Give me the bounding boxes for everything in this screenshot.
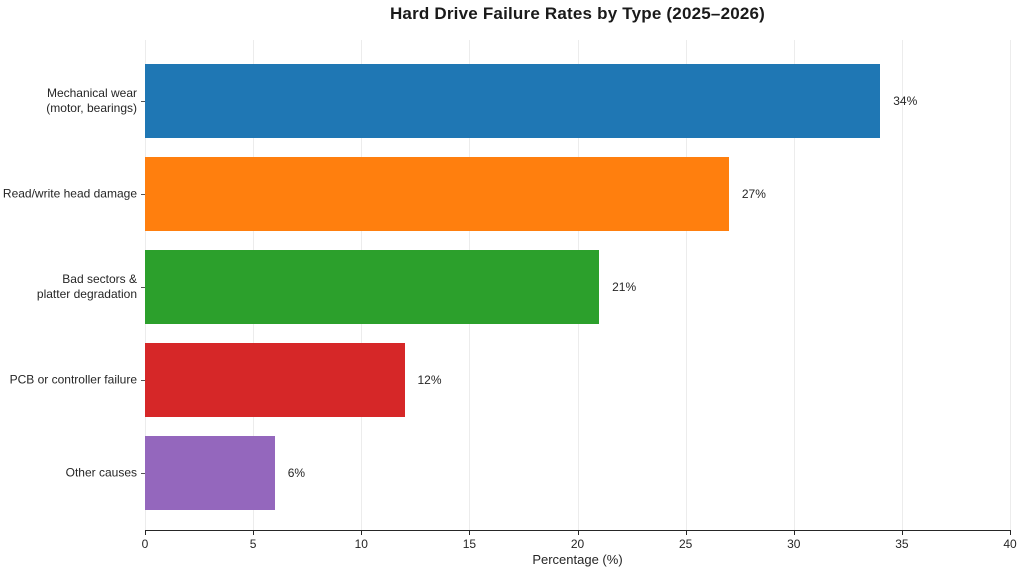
x-tick — [901, 531, 903, 535]
x-tick — [253, 531, 255, 535]
y-tick — [141, 380, 145, 381]
x-tick — [145, 531, 146, 535]
x-tick-label: 15 — [462, 537, 477, 551]
y-tick — [141, 101, 145, 102]
y-axis-category-labels: Mechanical wear (motor, bearings) Read/wr… — [0, 40, 137, 530]
bar — [145, 343, 405, 417]
x-tick-label: 35 — [895, 537, 909, 551]
gridline — [901, 40, 903, 530]
x-tick — [361, 531, 363, 535]
x-tick-label: 10 — [354, 537, 368, 551]
x-tick — [685, 531, 687, 535]
gridline — [685, 40, 687, 530]
x-tick — [1010, 531, 1011, 535]
bar-value-label: 27% — [741, 187, 766, 201]
chart-title: Hard Drive Failure Rates by Type (2025–2… — [389, 4, 766, 23]
bar-value-label: 21% — [612, 280, 637, 294]
bar-value-label: 12% — [417, 373, 442, 387]
bar-value-label: 34% — [893, 94, 918, 108]
bar — [145, 64, 881, 138]
y-tick — [141, 287, 145, 288]
gridline — [793, 40, 795, 530]
x-tick-label: 20 — [570, 537, 585, 551]
x-tick-label: 40 — [1003, 537, 1017, 551]
x-tick-label: 25 — [678, 537, 693, 551]
x-tick — [793, 531, 795, 535]
bar-value-label: 6% — [287, 466, 306, 480]
plot-area: 34% 27% 21% 12% 6% — [145, 40, 1011, 530]
category-label: PCB or controller failure — [9, 372, 137, 387]
category-label: Bad sectors & platter degradation — [36, 272, 137, 301]
x-axis-title: Percentage (%) — [532, 552, 623, 567]
gridline — [1010, 40, 1011, 530]
y-tick — [141, 194, 145, 195]
x-tick-label: 5 — [249, 537, 257, 551]
x-tick — [469, 531, 471, 535]
category-label: Read/write head damage — [2, 186, 137, 201]
x-tick — [577, 531, 579, 535]
bar — [145, 157, 729, 231]
y-tick — [141, 473, 145, 474]
x-tick-label: 0 — [141, 537, 149, 551]
x-axis-line — [145, 530, 1011, 531]
category-label: Other causes — [65, 465, 137, 480]
category-label: Mechanical wear (motor, bearings) — [46, 86, 137, 115]
x-tick-label: 30 — [787, 537, 801, 551]
bar — [145, 436, 275, 510]
bar — [145, 250, 600, 324]
